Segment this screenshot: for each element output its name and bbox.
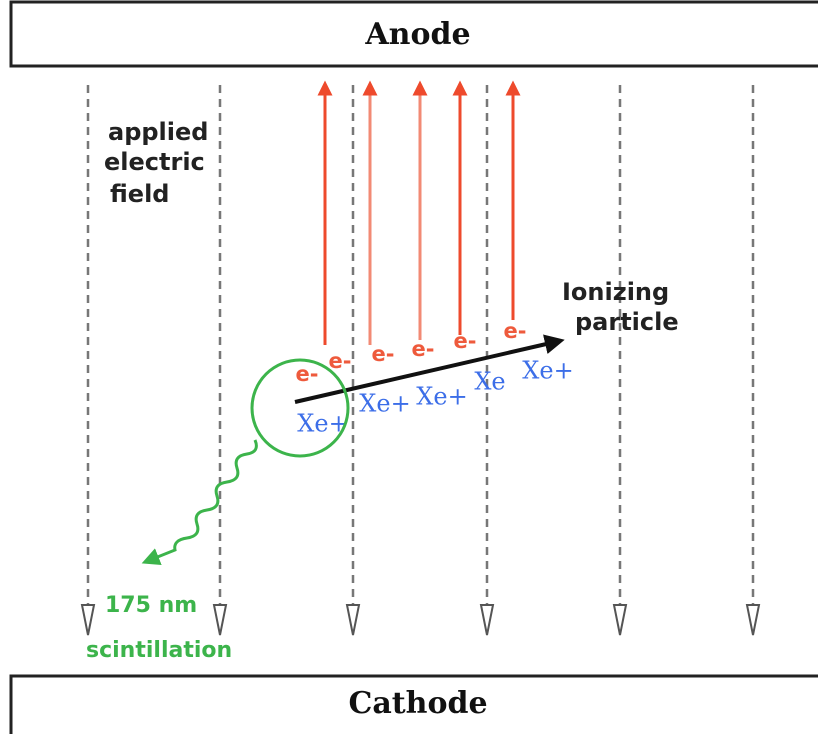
particle-label: particle [575, 308, 679, 336]
electron-drift-arrows [317, 80, 521, 345]
interaction-circle [250, 358, 350, 458]
electron-label: e- [372, 342, 395, 366]
electron-label: e- [329, 349, 352, 373]
particle-track [294, 334, 565, 404]
cathode-label: Cathode [348, 686, 487, 721]
ion-label: Xe+ [416, 383, 467, 411]
scintillation-photon [141, 439, 258, 566]
electron-label: e- [454, 329, 477, 353]
electron-label: e- [504, 319, 527, 343]
electron-label: e- [412, 337, 435, 361]
field-label: applied [108, 118, 208, 146]
cathode-plate [9, 674, 818, 734]
ion-label: Xe+ [522, 357, 573, 385]
particle-label: Ionizing [562, 278, 669, 306]
anode-plate [9, 0, 818, 68]
field-lines [80, 85, 761, 636]
ion-label: Xe [474, 368, 505, 396]
anode-label: Anode [364, 17, 470, 52]
scintillation-label: 175 nm [105, 593, 197, 618]
field-label: field [110, 180, 169, 208]
electron-label: e- [296, 362, 319, 386]
ion-label: Xe+ [359, 390, 410, 418]
scintillation-label: scintillation [86, 638, 232, 663]
field-label: electric [104, 148, 205, 176]
